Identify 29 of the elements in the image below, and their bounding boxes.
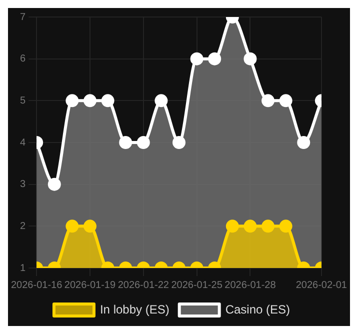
point [244,52,257,66]
y-tick-label: 4 [20,137,26,148]
x-tick-label: 2026-01-28 [224,280,276,291]
point [136,136,150,149]
point [101,94,114,108]
y-tick-label: 6 [20,54,26,65]
y-tick-label: 1 [20,262,26,274]
x-tick-label: 2026-02-01 [296,280,348,291]
legend-label: Casino (ES) [225,302,290,316]
y-tick-label: 3 [20,179,26,190]
legend-label: In lobby (ES) [100,302,170,316]
y-tick-label: 7 [20,12,26,23]
point [48,178,61,191]
point [190,52,204,66]
point [262,94,275,108]
point [154,94,168,108]
x-tick-label: 2026-01-22 [118,280,170,291]
x-tick-label: 2026-01-19 [64,280,116,291]
x-tick-label: 2026-01-16 [11,280,63,291]
x-tick-label: 2026-01-25 [171,280,223,291]
point [279,94,292,108]
y-tick-label: 2 [20,220,26,232]
point [172,136,186,149]
point [297,136,310,149]
point [83,94,96,108]
point [119,136,132,149]
point [208,52,222,66]
y-tick-label: 5 [20,95,26,106]
point [66,94,79,108]
